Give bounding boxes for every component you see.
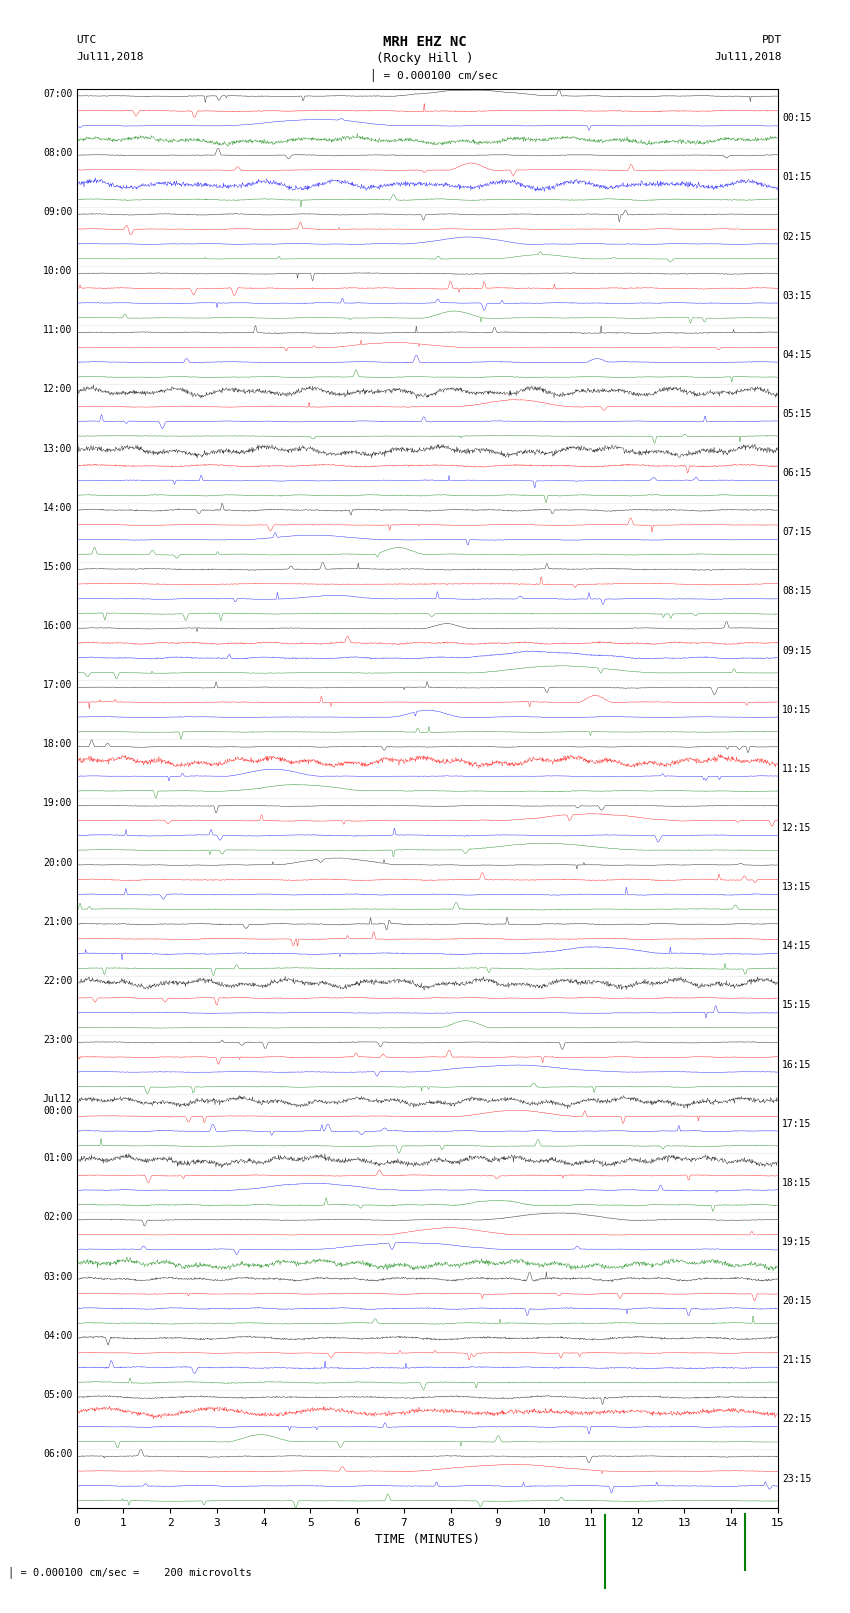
Text: 12:00: 12:00 [42, 384, 72, 395]
Text: 09:15: 09:15 [782, 645, 812, 655]
Text: 15:15: 15:15 [782, 1000, 812, 1010]
Text: 06:15: 06:15 [782, 468, 812, 477]
Text: 20:00: 20:00 [42, 858, 72, 868]
Text: 02:00: 02:00 [42, 1213, 72, 1223]
Text: 00:15: 00:15 [782, 113, 812, 123]
Text: 10:15: 10:15 [782, 705, 812, 715]
X-axis label: TIME (MINUTES): TIME (MINUTES) [375, 1534, 479, 1547]
Text: MRH EHZ NC: MRH EHZ NC [383, 35, 467, 50]
Text: 21:15: 21:15 [782, 1355, 812, 1365]
Text: 07:15: 07:15 [782, 527, 812, 537]
Text: 04:00: 04:00 [42, 1331, 72, 1340]
Text: 13:15: 13:15 [782, 882, 812, 892]
Text: 10:00: 10:00 [42, 266, 72, 276]
Text: 02:15: 02:15 [782, 232, 812, 242]
Text: (Rocky Hill ): (Rocky Hill ) [377, 52, 473, 65]
Text: 18:00: 18:00 [42, 739, 72, 750]
Text: 11:15: 11:15 [782, 765, 812, 774]
Text: 16:15: 16:15 [782, 1060, 812, 1069]
Text: Jul11,2018: Jul11,2018 [715, 52, 782, 61]
Text: 18:15: 18:15 [782, 1177, 812, 1187]
Text: 05:15: 05:15 [782, 410, 812, 419]
Text: UTC: UTC [76, 35, 97, 45]
Text: 06:00: 06:00 [42, 1448, 72, 1460]
Text: 14:15: 14:15 [782, 942, 812, 952]
Text: │ = 0.000100 cm/sec =    200 microvolts: │ = 0.000100 cm/sec = 200 microvolts [8, 1566, 252, 1578]
Text: PDT: PDT [762, 35, 782, 45]
Text: 19:15: 19:15 [782, 1237, 812, 1247]
Text: 09:00: 09:00 [42, 206, 72, 218]
Text: 07:00: 07:00 [42, 89, 72, 98]
Text: 22:00: 22:00 [42, 976, 72, 986]
Text: 08:00: 08:00 [42, 148, 72, 158]
Text: 16:00: 16:00 [42, 621, 72, 631]
Text: Jul11,2018: Jul11,2018 [76, 52, 144, 61]
Text: 22:15: 22:15 [782, 1415, 812, 1424]
Text: 05:00: 05:00 [42, 1390, 72, 1400]
Text: 17:00: 17:00 [42, 681, 72, 690]
Text: 12:15: 12:15 [782, 823, 812, 832]
Text: 19:00: 19:00 [42, 798, 72, 808]
Text: 23:15: 23:15 [782, 1474, 812, 1484]
Text: 15:00: 15:00 [42, 561, 72, 573]
Text: 23:00: 23:00 [42, 1036, 72, 1045]
Text: │ = 0.000100 cm/sec: │ = 0.000100 cm/sec [370, 69, 498, 82]
Text: 01:15: 01:15 [782, 173, 812, 182]
Text: 17:15: 17:15 [782, 1119, 812, 1129]
Text: 08:15: 08:15 [782, 587, 812, 597]
Text: 21:00: 21:00 [42, 916, 72, 927]
Text: 11:00: 11:00 [42, 326, 72, 336]
Text: 20:15: 20:15 [782, 1297, 812, 1307]
Text: 04:15: 04:15 [782, 350, 812, 360]
Text: 01:00: 01:00 [42, 1153, 72, 1163]
Text: 13:00: 13:00 [42, 444, 72, 453]
Text: 03:00: 03:00 [42, 1271, 72, 1282]
Text: 03:15: 03:15 [782, 290, 812, 300]
Text: Jul12
00:00: Jul12 00:00 [42, 1094, 72, 1116]
Text: 14:00: 14:00 [42, 503, 72, 513]
